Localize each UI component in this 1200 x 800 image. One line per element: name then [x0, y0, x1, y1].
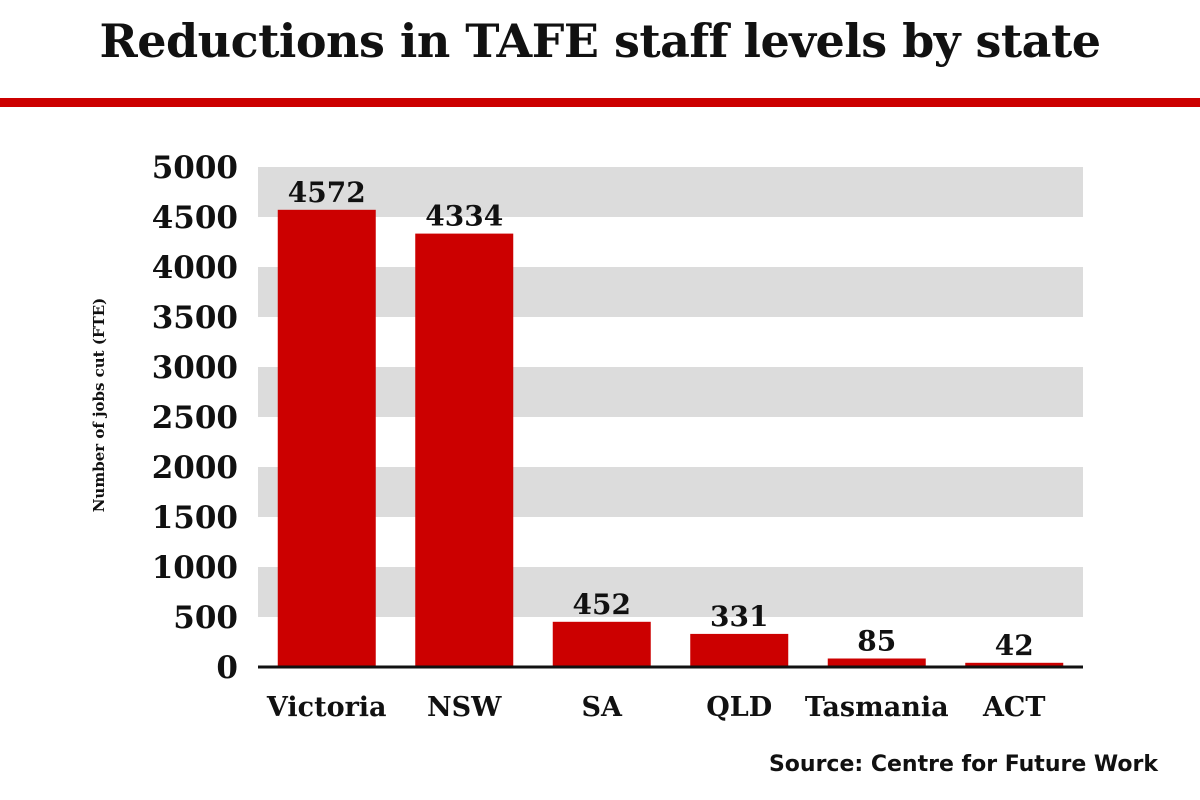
- data-label: 85: [857, 625, 896, 658]
- y-tick-label: 2000: [152, 450, 238, 486]
- y-tick-label: 4500: [152, 200, 238, 236]
- bar: [690, 633, 789, 667]
- y-tick-label: 500: [173, 600, 238, 636]
- source-note: Source: Centre for Future Work: [768, 752, 1158, 777]
- chart-title: Reductions in TAFE staff levels by state: [99, 14, 1101, 68]
- y-tick-label: 2500: [152, 400, 238, 436]
- grid-band: [258, 267, 1083, 317]
- category-label: Victoria: [266, 692, 387, 723]
- bar: [965, 662, 1064, 667]
- data-label: 4334: [425, 200, 503, 233]
- grid-band: [258, 167, 1083, 217]
- category-label: NSW: [427, 692, 502, 723]
- data-label: 42: [995, 629, 1034, 662]
- grid-band: [258, 467, 1083, 517]
- y-tick-label: 1500: [152, 500, 238, 536]
- data-label: 331: [710, 600, 768, 633]
- y-tick-label: 1000: [152, 550, 238, 586]
- bar: [827, 658, 926, 667]
- y-tick-label: 4000: [152, 250, 238, 286]
- y-tick-label: 3000: [152, 350, 238, 386]
- category-label: ACT: [982, 692, 1046, 723]
- data-label: 4572: [288, 176, 366, 209]
- category-label: SA: [582, 692, 623, 723]
- grid-band: [258, 567, 1083, 617]
- y-tick-label: 3500: [152, 300, 238, 336]
- grid-band: [258, 367, 1083, 417]
- category-label: QLD: [706, 692, 772, 723]
- bar: [415, 233, 514, 667]
- bar: [552, 621, 651, 667]
- y-tick-label: 0: [216, 650, 238, 686]
- bar: [277, 209, 376, 668]
- title-rule: [0, 98, 1200, 107]
- data-label: 452: [573, 588, 631, 621]
- y-tick-label: 5000: [152, 150, 238, 186]
- category-label: Tasmania: [805, 692, 949, 723]
